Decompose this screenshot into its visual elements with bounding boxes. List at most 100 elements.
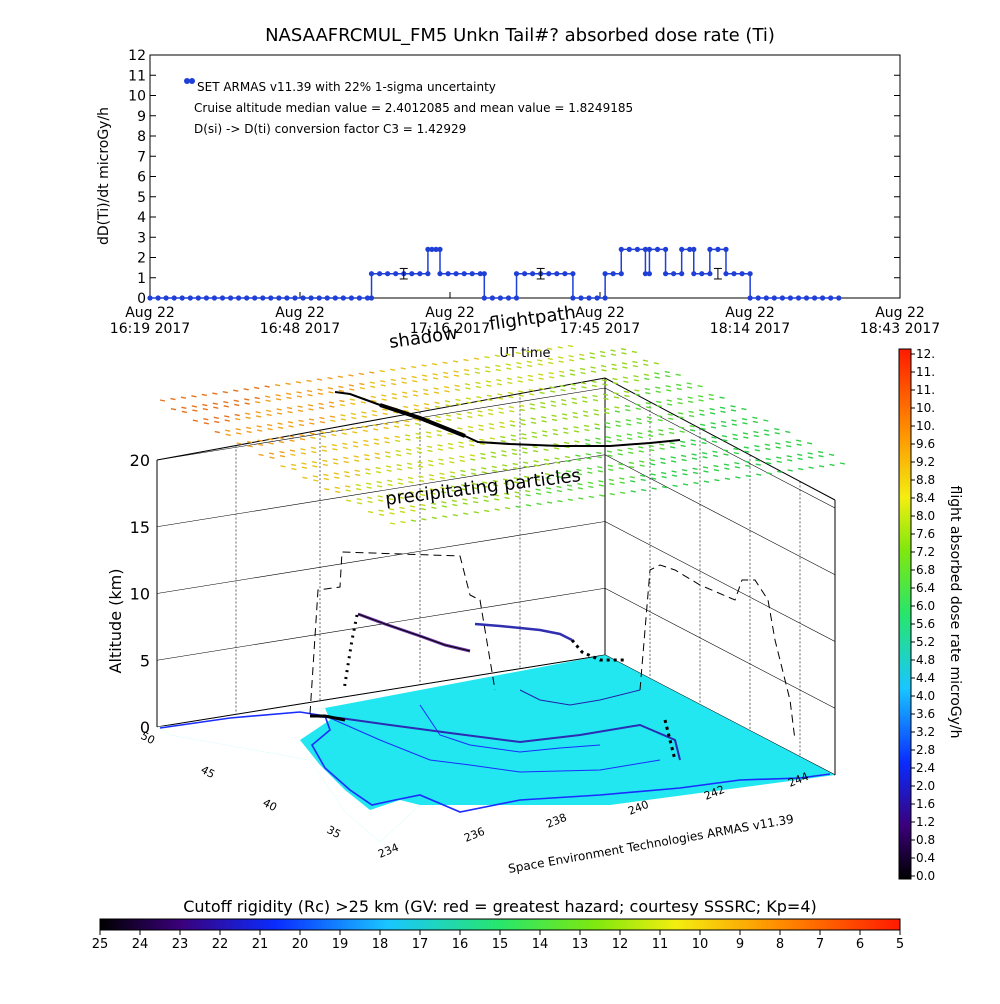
latitude-tick-label: 45 [199,763,217,781]
particle [399,510,406,514]
data-point [489,295,495,301]
particle [777,470,783,474]
particle [469,444,475,447]
particle [650,463,656,466]
particle [244,398,250,401]
particle [290,463,297,467]
particle [520,418,526,422]
particle [382,412,388,416]
particle [537,363,543,366]
particle [352,441,358,444]
particle [474,367,480,370]
particle [349,388,355,391]
box-edge [156,377,606,461]
particle [383,422,389,426]
particle [448,457,455,460]
particle [535,492,542,496]
particle [427,459,434,463]
dose-colorbar-tick-label: 10. [916,401,935,415]
particle [433,391,440,394]
particle [299,433,305,437]
particle [492,469,498,473]
precipitating-particle-field [159,344,846,525]
particle [602,393,609,396]
particle [719,396,725,399]
particle [670,460,677,463]
particle [533,460,539,463]
particle [432,373,438,376]
particle [389,522,396,525]
latitude-tick-label: 40 [261,796,279,814]
data-point [497,295,503,301]
particle [342,446,348,450]
particle [526,350,532,353]
particle [463,368,470,372]
particle [699,423,706,426]
particle [340,414,346,417]
particle [494,508,500,511]
particle [647,420,653,423]
particle [296,395,303,398]
particle [330,429,336,433]
particle [625,409,631,412]
particle [606,450,612,453]
particle [287,411,293,414]
particle [556,485,562,489]
particle [372,414,378,417]
dose-colorbar-tick-label: 2.4 [916,761,935,775]
particle [298,423,305,427]
particle [692,471,699,475]
particle [404,434,411,437]
particle [233,399,239,403]
particle [425,431,432,434]
particle [669,446,676,449]
data-point [340,295,346,301]
data-point [300,295,306,301]
particle [563,441,570,445]
particle [380,384,386,387]
particle [481,471,487,474]
particle [376,485,383,488]
particle [496,378,502,382]
flight-path-mid-2 [474,622,573,642]
particle [519,408,525,412]
particle [745,474,751,478]
data-point [433,246,439,252]
particle [608,468,614,472]
particle [666,399,672,402]
particle [459,455,465,459]
particle [536,349,542,352]
particle [452,513,458,517]
particle [410,509,416,512]
particle [192,419,198,422]
particle [233,389,239,392]
particle [677,402,683,405]
particle [590,370,597,373]
rigidity-colorbar-tick-label: 12 [612,937,629,952]
particle [329,405,335,408]
particle [622,366,628,369]
data-point [324,295,330,301]
particle [568,344,574,348]
particle [422,378,428,382]
particle [436,430,442,433]
data-point [477,271,483,277]
particle [594,423,600,426]
particle [702,456,708,459]
particle [334,486,340,490]
particle [371,409,377,413]
dose-colorbar-tick-label: 8.0 [916,509,935,523]
particle [650,473,656,476]
particle [661,486,668,489]
particle [400,367,406,370]
particle [432,377,439,380]
particle [354,459,360,462]
data-point [755,295,761,301]
particle [579,357,585,361]
particle [180,396,187,399]
particle [551,414,557,418]
particle [648,434,654,438]
particle [506,377,512,380]
particle [491,455,497,458]
particle [475,381,481,385]
